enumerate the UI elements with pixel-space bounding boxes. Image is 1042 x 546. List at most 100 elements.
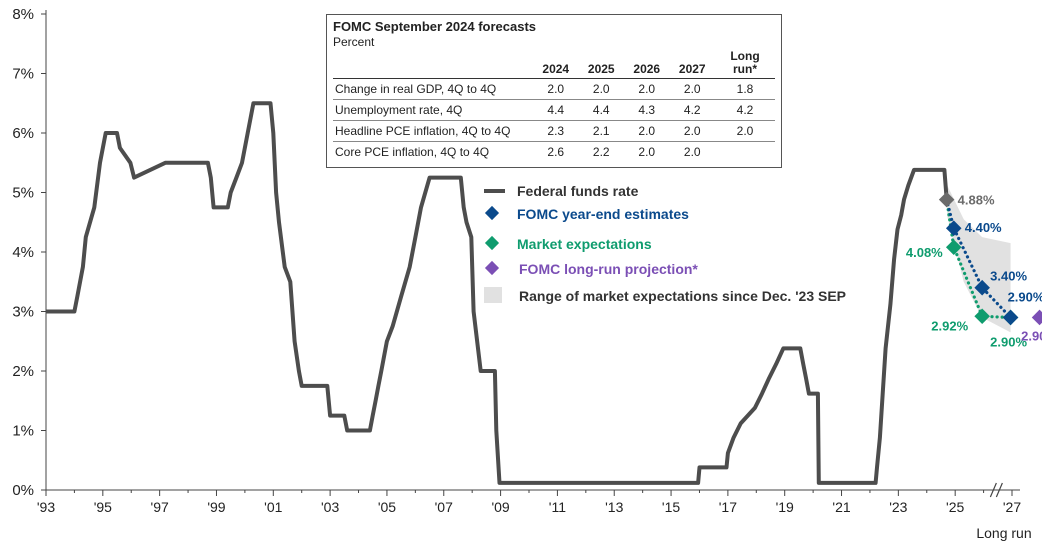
legend-market-swatch bbox=[484, 235, 500, 251]
x-tick-label: '03 bbox=[321, 499, 339, 515]
x-tick-label: '13 bbox=[605, 499, 623, 515]
forecast-table-subtitle: Percent bbox=[333, 35, 375, 49]
forecast-table-title: FOMC September 2024 forecasts bbox=[333, 19, 537, 34]
legend-range-label: Range of market expectations since Dec. … bbox=[519, 288, 846, 304]
data-label-fomc: 2.90% bbox=[1008, 289, 1042, 304]
x-tick-label: '27 bbox=[1003, 499, 1021, 515]
data-label-market: 2.92% bbox=[931, 318, 968, 333]
y-tick-label: 0% bbox=[12, 482, 34, 499]
forecast-col-2025: 2025 bbox=[578, 50, 624, 79]
forecast-cell: 2.2 bbox=[592, 145, 610, 159]
forecast-cell: 2.1 bbox=[578, 120, 624, 142]
forecast-header-blank bbox=[333, 50, 533, 79]
market-range-area bbox=[947, 185, 1011, 333]
forecast-cell: 2.0 bbox=[683, 145, 701, 159]
forecast-table: FOMC September 2024 forecasts Percent 20… bbox=[326, 14, 782, 168]
fomc-estimate-point bbox=[945, 220, 962, 236]
forecast-row: Unemployment rate, 4Q 4.4 4.4 4.3 4.2 4.2 bbox=[333, 99, 775, 121]
forecast-row: Headline PCE inflation, 4Q to 4Q 2.3 2.1 2.… bbox=[333, 120, 775, 142]
x-tick-label: '97 bbox=[151, 499, 169, 515]
forecast-cell: 2.0 bbox=[638, 145, 656, 159]
forecast-col-2024: 2024 bbox=[533, 50, 579, 79]
x-tick-label: '25 bbox=[946, 499, 964, 515]
long-run-projection-point bbox=[1031, 309, 1042, 326]
y-tick-label: 8% bbox=[12, 6, 34, 23]
x-tick-label: '93 bbox=[37, 499, 55, 515]
forecast-body: Change in real GDP, 4Q to 4Q 2.0 2.0 2.0 2.0… bbox=[333, 78, 775, 163]
forecast-cell: 4.2 bbox=[715, 99, 775, 121]
x-tick-label: '01 bbox=[264, 499, 282, 515]
x-long-run-label: Long run bbox=[976, 525, 1031, 541]
forecast-cell: 2.0 bbox=[533, 78, 579, 100]
forecast-col-2027: 2027 bbox=[669, 50, 715, 79]
fomc-estimates-line bbox=[945, 198, 1013, 320]
forecast-cell: 2.6 bbox=[547, 145, 565, 159]
x-tick-label: '11 bbox=[549, 499, 566, 515]
forecast-cell: 2.0 bbox=[578, 78, 624, 100]
market-range-area-layer bbox=[947, 185, 1011, 333]
forecast-cell: 4.2 bbox=[669, 99, 715, 121]
data-label-fomc: 3.40% bbox=[990, 269, 1027, 284]
forecast-cell: 2.3 bbox=[533, 120, 579, 142]
x-tick-label: '07 bbox=[435, 499, 453, 515]
forecast-row: Core PCE inflation, 4Q to 4Q 2.6 2.2 2.0 2.0 bbox=[333, 142, 775, 163]
forecast-cell: 4.4 bbox=[533, 99, 579, 121]
forecast-cell: 2.0 bbox=[624, 78, 670, 100]
y-tick-label: 3% bbox=[12, 304, 34, 321]
fed-funds-last-point bbox=[938, 191, 955, 208]
data-label-last: 4.88% bbox=[958, 193, 995, 208]
y-tick-label: 6% bbox=[12, 125, 34, 142]
legend: Federal funds rate FOMC year-end estimat… bbox=[484, 183, 846, 304]
forecast-col-2026: 2026 bbox=[624, 50, 670, 79]
forecast-cell: 2.0 bbox=[669, 120, 715, 142]
forecast-cell: 1.8 bbox=[715, 78, 775, 100]
forecast-cell: 2.0 bbox=[624, 120, 670, 142]
forecast-row-label: Unemployment rate, 4Q bbox=[333, 99, 533, 121]
axis-break-mark bbox=[989, 482, 997, 498]
x-tick-label: '21 bbox=[832, 499, 850, 515]
legend-fomc-label: FOMC year-end estimates bbox=[517, 206, 689, 222]
data-label-long_run: 2.90% bbox=[1021, 328, 1042, 343]
forecast-cell: 2.0 bbox=[669, 78, 715, 100]
y-tick-label: 5% bbox=[12, 185, 34, 202]
forecast-row: Change in real GDP, 4Q to 4Q 2.0 2.0 2.0 2.0… bbox=[333, 78, 775, 100]
y-tick-label: 4% bbox=[12, 244, 34, 261]
forecast-cell: 4.3 bbox=[624, 99, 670, 121]
fed-funds-line bbox=[46, 101, 949, 485]
forecast-row-label: Change in real GDP, 4Q to 4Q bbox=[333, 78, 533, 100]
data-labels: 4.88%4.40%4.08%3.40%2.92%2.90%2.90%2.90% bbox=[906, 193, 1042, 350]
market-expectations-line bbox=[945, 198, 1013, 320]
x-tick-label: '95 bbox=[94, 499, 112, 515]
x-tick-label: '15 bbox=[662, 499, 680, 515]
x-tick-label: '99 bbox=[207, 499, 225, 515]
y-tick-label: 2% bbox=[12, 363, 34, 380]
y-tick-label: 7% bbox=[12, 66, 34, 83]
legend-market-label: Market expectations bbox=[517, 236, 652, 252]
y-tick-label: 1% bbox=[12, 423, 34, 440]
forecast-cell bbox=[715, 142, 775, 163]
legend-fed-funds-label: Federal funds rate bbox=[517, 183, 639, 199]
x-tick-label: '19 bbox=[776, 499, 794, 515]
x-tick-label: '09 bbox=[491, 499, 509, 515]
x-tick-label: '05 bbox=[378, 499, 396, 515]
legend-fomc-swatch bbox=[484, 205, 500, 221]
legend-long-run-swatch bbox=[484, 260, 500, 276]
legend-long-run-label: FOMC long-run projection* bbox=[519, 261, 698, 277]
forecast-grid: 2024 2025 2026 2027 Long run* Change in … bbox=[333, 50, 775, 162]
forecast-row-label: Core PCE inflation, 4Q to 4Q bbox=[335, 145, 490, 159]
forecast-header-row: 2024 2025 2026 2027 Long run* bbox=[333, 50, 775, 79]
forecast-row-label: Headline PCE inflation, 4Q to 4Q bbox=[333, 120, 533, 142]
forecast-col-long-run: Long run* bbox=[715, 50, 775, 79]
data-label-market: 4.08% bbox=[906, 245, 943, 260]
forecast-cell: 2.0 bbox=[715, 120, 775, 142]
axes: 0% 1% 2% 3% 4% 5% 6% 7% 8% '93 '95 '97 '99 '01 '03 '05 '… bbox=[12, 6, 1031, 541]
market-expectation-point bbox=[945, 239, 962, 256]
axis-break-mark bbox=[995, 482, 1003, 498]
x-tick-label: '23 bbox=[889, 499, 907, 515]
data-label-fomc: 4.40% bbox=[965, 220, 1002, 235]
forecast-cell: 4.4 bbox=[578, 99, 624, 121]
x-tick-label: '17 bbox=[719, 499, 737, 515]
data-label-market: 2.90% bbox=[990, 334, 1027, 349]
legend-range-swatch bbox=[484, 287, 502, 303]
